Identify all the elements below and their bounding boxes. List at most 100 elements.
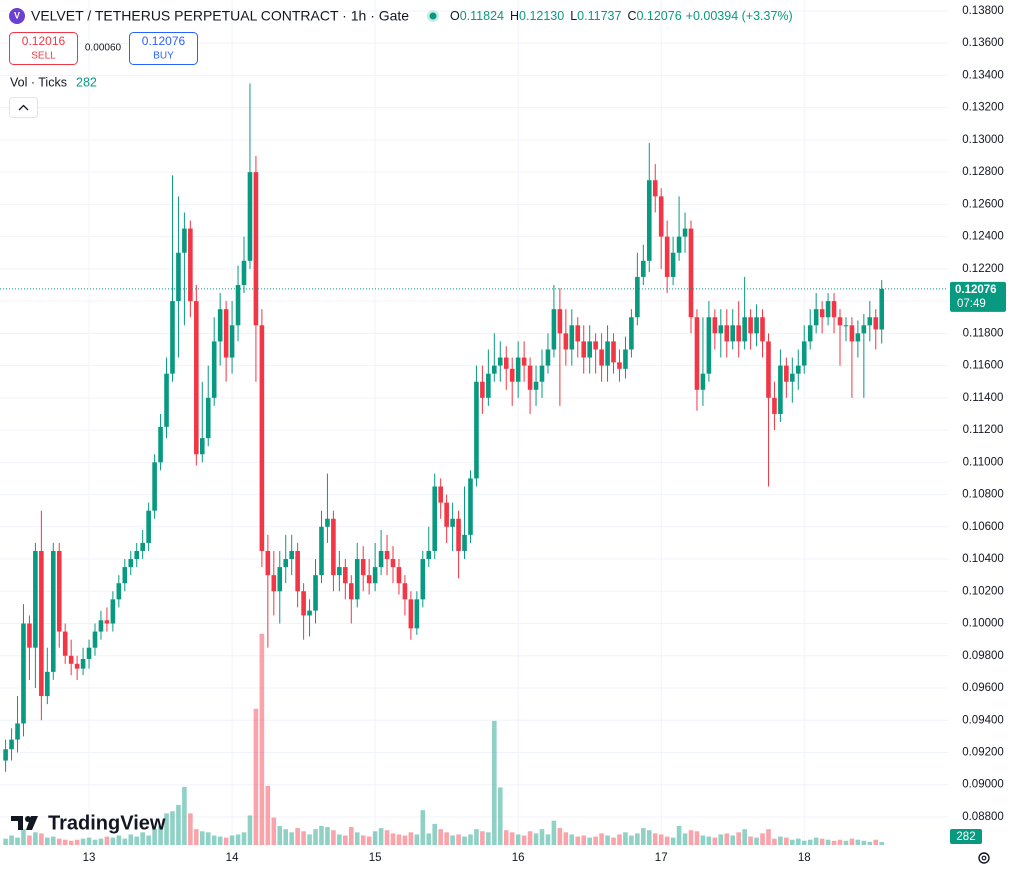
logo-mark: [26, 816, 38, 830]
volume-bar: [164, 813, 169, 845]
candle-body: [527, 365, 533, 390]
candle-body: [56, 550, 62, 632]
volume-bar: [837, 839, 843, 845]
candle-body: [641, 260, 646, 277]
candle-body: [879, 288, 885, 330]
volume-bar: [646, 830, 652, 845]
candle-body: [313, 575, 318, 611]
candle-body: [414, 599, 420, 629]
candle-body: [849, 325, 855, 342]
volume-indicator-label[interactable]: Vol · Ticks: [10, 75, 67, 89]
candle-body: [211, 341, 217, 398]
volume-bar: [259, 633, 265, 845]
volume-bar: [390, 833, 396, 845]
candle-body: [396, 567, 402, 584]
candle-body: [277, 567, 283, 592]
candle-body: [444, 502, 449, 527]
symbol-icon: [9, 8, 25, 24]
candle-body: [39, 550, 44, 697]
last-price-label: 0.12076: [955, 284, 997, 296]
y-tick-label: 0.13600: [962, 37, 1004, 49]
x-tick-label: 17: [655, 852, 668, 864]
candle-body: [605, 341, 610, 366]
candle-body: [575, 325, 581, 342]
y-tick-label: 0.09400: [962, 714, 1004, 726]
volume-bar: [867, 841, 873, 845]
candle-body: [45, 671, 50, 697]
volume-bar: [754, 837, 759, 845]
candle-body: [188, 228, 193, 302]
candle-body: [611, 341, 616, 363]
volume-bar: [617, 834, 622, 845]
candle-body: [462, 534, 467, 551]
ohlc-key: C: [627, 9, 636, 23]
candle-body: [533, 381, 539, 390]
volume-bar: [45, 837, 50, 845]
volume-bar: [670, 837, 676, 845]
x-tick-label: 16: [512, 852, 525, 864]
candle-body: [456, 518, 461, 551]
volume-bar: [611, 837, 616, 845]
volume-bar: [462, 836, 467, 845]
candle-body: [348, 583, 354, 600]
candle-body: [146, 510, 151, 543]
countdown: 07:49: [957, 298, 986, 310]
volume-bar: [688, 830, 694, 845]
volume-bar: [396, 834, 402, 845]
grid: [0, 0, 948, 845]
candle-body: [104, 620, 110, 624]
chart-title[interactable]: VELVET / TETHERUS PERPETUAL CONTRACT · 1…: [31, 8, 409, 24]
candle-body: [271, 575, 277, 592]
collapse-button[interactable]: [9, 97, 38, 118]
candle-body: [390, 559, 396, 568]
volume-bar: [271, 817, 277, 845]
candle-body: [635, 276, 640, 318]
volume-bar: [402, 835, 408, 845]
candle-body: [432, 486, 438, 551]
volume-bar: [652, 833, 658, 845]
y-tick-label: 0.10200: [962, 585, 1004, 597]
candle-body: [50, 550, 56, 672]
candle-body: [241, 260, 247, 285]
y-tick-label: 0.11200: [963, 424, 1004, 436]
volume-bar: [128, 834, 134, 845]
volume-bar: [301, 831, 306, 845]
candle-body: [98, 620, 104, 632]
volume-bar: [146, 835, 151, 845]
volume-bar: [211, 835, 217, 845]
sell-button[interactable]: [9, 32, 78, 65]
candle-body: [861, 325, 867, 334]
candle-body: [74, 663, 80, 669]
volume-bar: [605, 835, 610, 845]
volume-bar: [62, 839, 68, 845]
volume-bar: [635, 833, 640, 845]
volume-bar: [760, 833, 765, 845]
candle-body: [736, 325, 741, 342]
volume-bar: [110, 837, 116, 845]
candle-body: [766, 341, 771, 398]
ohlc-key: H: [510, 9, 519, 23]
candle-body: [325, 518, 330, 527]
status-dot: [429, 12, 437, 20]
candle-body: [778, 365, 783, 414]
volume-bar: [56, 838, 62, 845]
buy-price: 0.12076: [142, 34, 186, 48]
volume-bar: [694, 831, 700, 845]
candle-body: [223, 309, 229, 358]
volume-bar: [283, 829, 289, 845]
y-tick-label: 0.10400: [962, 553, 1004, 565]
volume-bar: [253, 708, 259, 845]
ohlc-key: O: [450, 9, 460, 23]
buy-button[interactable]: [129, 32, 198, 65]
volume-bar: [378, 828, 384, 845]
volume-bar: [86, 837, 92, 845]
volume-bar: [730, 835, 736, 845]
volume-bar: [158, 825, 163, 845]
volume-bar: [658, 834, 664, 845]
candle-body: [259, 325, 265, 551]
candle-body: [360, 559, 366, 576]
settings-icon[interactable]: [978, 852, 990, 864]
candle-body: [676, 236, 682, 253]
volume-bar: [21, 829, 26, 845]
volume-bar: [194, 829, 199, 845]
